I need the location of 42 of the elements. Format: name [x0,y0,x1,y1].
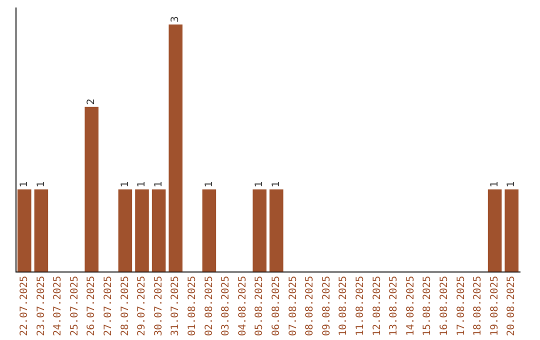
data-label: 3 [170,16,182,22]
x-tick-label: 30.07.2025 [153,276,164,336]
x-tick-label: 20.08.2025 [506,276,518,336]
x-tick-label: 09.08.2025 [321,276,332,336]
data-label: 1 [204,180,215,188]
x-tick-label: 12.08.2025 [372,276,383,336]
x-tick-label: 13.08.2025 [388,276,400,336]
x-tick-label: 07.08.2025 [288,276,299,336]
data-label: 2 [86,98,98,105]
data-label: 1 [153,180,164,188]
x-tick-label: 05.08.2025 [254,276,266,336]
x-tick-label: 11.08.2025 [354,276,366,336]
x-tick-label: 06.08.2025 [270,276,282,336]
x-tick-label: 22.07.2025 [18,276,30,336]
x-tick-label: 01.08.2025 [186,276,198,336]
x-tick-label: 23.07.2025 [36,276,47,336]
x-tick-label: 10.08.2025 [338,276,350,336]
x-tick-label: 15.08.2025 [422,276,434,336]
x-tick-label: 18.08.2025 [472,276,484,336]
x-tick-label: 25.07.2025 [69,276,80,336]
data-label: 1 [489,180,500,188]
x-tick-label: 27.07.2025 [102,276,114,336]
data-label: 1 [506,180,518,188]
data-label: 1 [254,180,266,188]
x-tick-label: 04.08.2025 [237,276,248,336]
x-tick-label: 14.08.2025 [405,276,416,336]
data-label: 1 [36,180,47,188]
data-label: 1 [136,180,148,188]
x-tick-label: 24.07.2025 [52,276,64,336]
x-tick-label: 28.07.2025 [120,276,131,336]
x-tick-label: 08.08.2025 [304,276,316,336]
x-tick-label: 31.07.2025 [170,276,182,336]
x-tick-label: 19.08.2025 [489,276,500,336]
x-tick-label: 29.07.2025 [136,276,148,336]
x-tick-label: 03.08.2025 [220,276,232,336]
data-label: 1 [18,180,30,188]
data-label: 1 [120,180,131,188]
x-tick-label: 02.08.2025 [204,276,215,336]
x-tick-label: 16.08.2025 [438,276,450,336]
x-tick-label: 26.07.2025 [86,276,98,336]
x-tick-label: 17.08.2025 [456,276,467,336]
data-label: 1 [270,180,282,188]
